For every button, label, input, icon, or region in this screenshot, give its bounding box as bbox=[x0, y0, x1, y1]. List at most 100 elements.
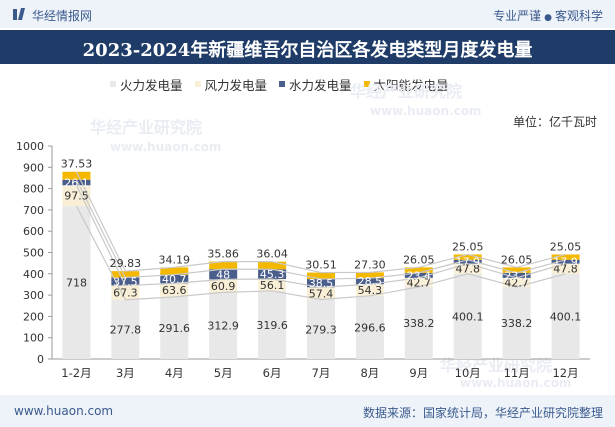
data-label: 312.9 bbox=[207, 320, 239, 333]
bar-segment bbox=[209, 261, 238, 270]
bar-segment bbox=[111, 285, 140, 300]
data-label: 25.05 bbox=[452, 240, 484, 253]
bar-segment bbox=[258, 269, 287, 279]
bar-segment bbox=[160, 283, 189, 297]
data-label: 296.6 bbox=[354, 321, 386, 334]
bar-segment bbox=[404, 272, 433, 278]
legend-item: 太阳能发电量 bbox=[363, 75, 449, 94]
data-label: 17.9 bbox=[553, 256, 578, 269]
legend-label: 太阳能发电量 bbox=[373, 77, 449, 93]
bar-segment bbox=[502, 286, 531, 359]
logo-icon bbox=[13, 8, 25, 20]
data-label: 279.3 bbox=[305, 323, 337, 336]
data-label: 38.5 bbox=[309, 277, 334, 290]
legend-swatch bbox=[279, 81, 286, 87]
bar-segment bbox=[502, 267, 531, 273]
series-connector-line bbox=[75, 185, 566, 288]
x-tick-label: 9月 bbox=[409, 366, 428, 380]
watermark-url: www.huaon.com bbox=[110, 140, 222, 154]
data-label: 63.6 bbox=[162, 284, 187, 297]
data-label: 67.3 bbox=[113, 287, 138, 300]
y-tick-label: 200 bbox=[23, 310, 44, 323]
legend-label: 火力发电量 bbox=[120, 77, 183, 93]
bar-segment bbox=[453, 263, 482, 274]
bar-segment bbox=[355, 278, 384, 285]
tagline-left: 专业严谨 bbox=[493, 9, 542, 23]
bar-segment bbox=[258, 278, 287, 291]
data-label: 37.53 bbox=[61, 158, 93, 171]
data-label: 718 bbox=[66, 277, 87, 290]
data-label: 56.1 bbox=[260, 279, 285, 292]
data-label: 319.6 bbox=[256, 319, 288, 332]
top-banner bbox=[0, 0, 615, 28]
legend-label: 风力发电量 bbox=[204, 77, 268, 93]
data-label: 338.2 bbox=[403, 317, 435, 330]
y-tick-label: 500 bbox=[23, 247, 44, 260]
x-tick-label: 10月 bbox=[455, 366, 481, 380]
bar-segment bbox=[355, 295, 384, 359]
data-label: 29.83 bbox=[110, 257, 142, 270]
data-label: 27.30 bbox=[354, 258, 386, 271]
y-tick-label: 0 bbox=[37, 353, 44, 366]
x-tick-label: 11月 bbox=[504, 366, 530, 380]
bar-segment bbox=[209, 292, 238, 359]
bar-segment bbox=[160, 296, 189, 359]
bar-segment bbox=[111, 271, 140, 278]
data-label: 48 bbox=[216, 268, 230, 281]
data-label: 26.1 bbox=[64, 177, 89, 190]
bar-segment bbox=[307, 279, 335, 288]
bar-segment bbox=[62, 179, 91, 186]
watermark-text: 华经产业研究院 bbox=[350, 82, 463, 101]
bar-segment bbox=[307, 299, 335, 359]
bar-segment bbox=[404, 267, 433, 273]
data-label: 54.3 bbox=[358, 284, 383, 297]
x-tick-label: 5月 bbox=[214, 366, 233, 380]
watermark-url: www.huaon.com bbox=[370, 104, 482, 118]
watermark-text: 华经产业研究院 bbox=[90, 118, 203, 137]
data-label: 97.5 bbox=[64, 190, 89, 203]
bar-segment bbox=[307, 287, 335, 300]
bar-segment bbox=[209, 279, 238, 293]
data-label: 26.05 bbox=[501, 253, 533, 266]
data-label: 400.1 bbox=[452, 310, 484, 323]
legend-swatch bbox=[110, 81, 116, 87]
legend: 火力发电量 风力发电量 水力发电量 太阳能发电量 bbox=[110, 74, 461, 94]
data-label: 37.5 bbox=[113, 275, 138, 288]
bar-segment bbox=[453, 259, 482, 264]
tagline-right: 客观科学 bbox=[554, 9, 603, 23]
chart-title: 2023-2024年新疆维吾尔自治区各发电类型月度发电量 bbox=[82, 40, 533, 61]
y-tick-label: 300 bbox=[23, 289, 44, 302]
series-connector-line bbox=[75, 205, 566, 301]
data-label: 277.8 bbox=[110, 323, 142, 336]
series-connector-line bbox=[75, 171, 566, 274]
x-tick-label: 12月 bbox=[552, 366, 578, 380]
data-label: 30.51 bbox=[305, 259, 337, 272]
data-label: 17.9 bbox=[455, 256, 480, 269]
bar-segment bbox=[258, 261, 287, 270]
data-label: 23.1 bbox=[504, 269, 529, 282]
data-label: 42.7 bbox=[504, 276, 529, 289]
watermark-text: 华经产业研究院 bbox=[440, 356, 553, 375]
data-label: 57.4 bbox=[309, 287, 334, 300]
bar-segment bbox=[453, 254, 482, 260]
bar-segment bbox=[258, 290, 287, 359]
legend-swatch bbox=[194, 81, 201, 87]
y-tick-label: 900 bbox=[23, 161, 44, 174]
legend-item: 水力发电量 bbox=[279, 75, 352, 94]
data-label: 25.05 bbox=[550, 240, 582, 253]
chart-area: 0 100 200 300 400 500 600 700 800 900 1000 718 277.8… bbox=[16, 140, 590, 380]
data-label: 60.9 bbox=[211, 280, 236, 293]
y-tick-label: 600 bbox=[23, 225, 44, 238]
x-tick-label: 3月 bbox=[116, 366, 135, 380]
bar-segment bbox=[62, 206, 91, 359]
bar-segment bbox=[111, 277, 140, 286]
y-tick-label: 400 bbox=[23, 268, 44, 281]
data-label: 400.1 bbox=[550, 310, 582, 323]
y-tick-label: 700 bbox=[23, 204, 44, 217]
bar-segment bbox=[404, 277, 433, 287]
x-tick-label: 1-2月 bbox=[61, 366, 91, 380]
data-label: 338.2 bbox=[501, 317, 533, 330]
footer-url: www.huaon.com bbox=[14, 404, 114, 418]
legend-swatch bbox=[363, 81, 370, 87]
bar-segment bbox=[307, 272, 335, 280]
